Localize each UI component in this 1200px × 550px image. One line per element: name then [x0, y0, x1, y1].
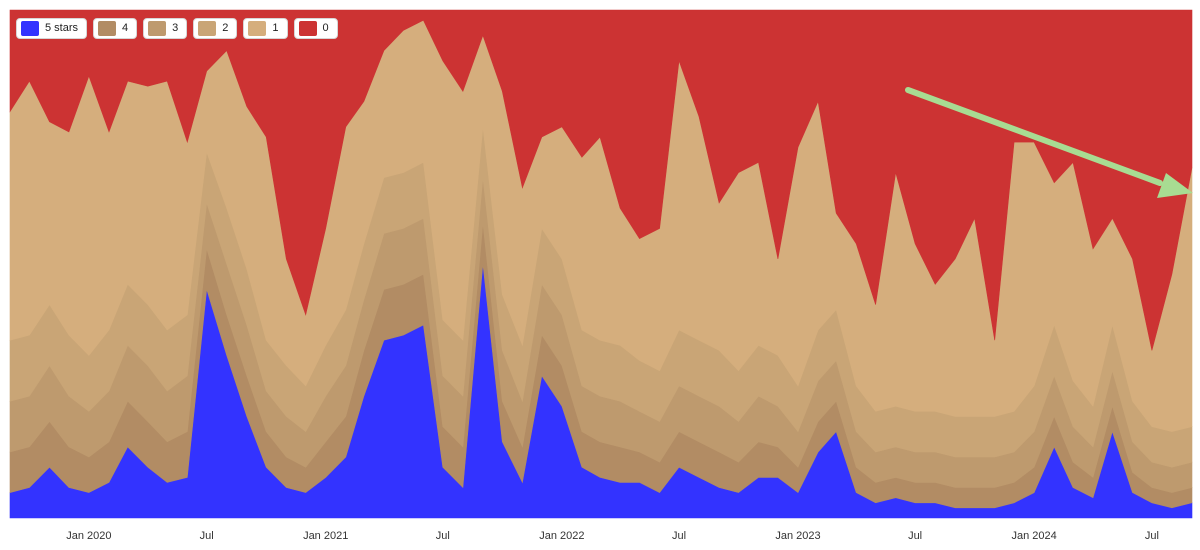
area-layers	[9, 9, 1193, 519]
x-tick-label: Jan 2020	[66, 530, 111, 542]
legend-item[interactable]: 3	[143, 18, 188, 39]
area-series-6	[9, 9, 1193, 351]
legend-swatch	[21, 21, 39, 36]
x-tick-label: Jul	[1145, 530, 1159, 542]
x-axis: Jan 2020 Jul Jan 2021 Jul Jan 2022 Jul Jan 202…	[66, 530, 1159, 542]
trend-arrow-head	[1157, 173, 1193, 198]
x-tick-label: Jan 2023	[775, 530, 820, 542]
legend-item[interactable]: 4	[93, 18, 138, 39]
x-tick-label: Jul	[436, 530, 450, 542]
legend-label: 3	[172, 22, 179, 34]
legend-swatch	[98, 21, 117, 36]
legend-label: 1	[272, 22, 279, 34]
legend: 5 stars 4 3 2 1 0	[16, 18, 338, 39]
legend-swatch	[298, 21, 317, 36]
legend-label: 4	[122, 22, 129, 34]
x-tick-label: Jan 2022	[539, 530, 584, 542]
x-tick-label: Jul	[200, 530, 214, 542]
legend-item[interactable]: 2	[193, 18, 238, 39]
legend-item[interactable]: 0	[293, 18, 338, 39]
x-tick-label: Jan 2021	[303, 530, 348, 542]
x-tick-label: Jul	[672, 530, 686, 542]
legend-item[interactable]: 1	[243, 18, 288, 39]
trend-arrow-line	[905, 87, 1163, 186]
legend-label: 5 stars	[45, 22, 79, 34]
legend-swatch	[248, 21, 267, 36]
legend-swatch	[148, 21, 167, 36]
legend-item[interactable]: 5 stars	[16, 18, 88, 39]
legend-label: 2	[222, 22, 229, 34]
trend-annotation	[905, 87, 1193, 198]
legend-label: 0	[322, 22, 329, 34]
x-tick-label: Jan 2024	[1011, 530, 1056, 542]
x-tick-label: Jul	[908, 530, 922, 542]
legend-swatch	[198, 21, 217, 36]
